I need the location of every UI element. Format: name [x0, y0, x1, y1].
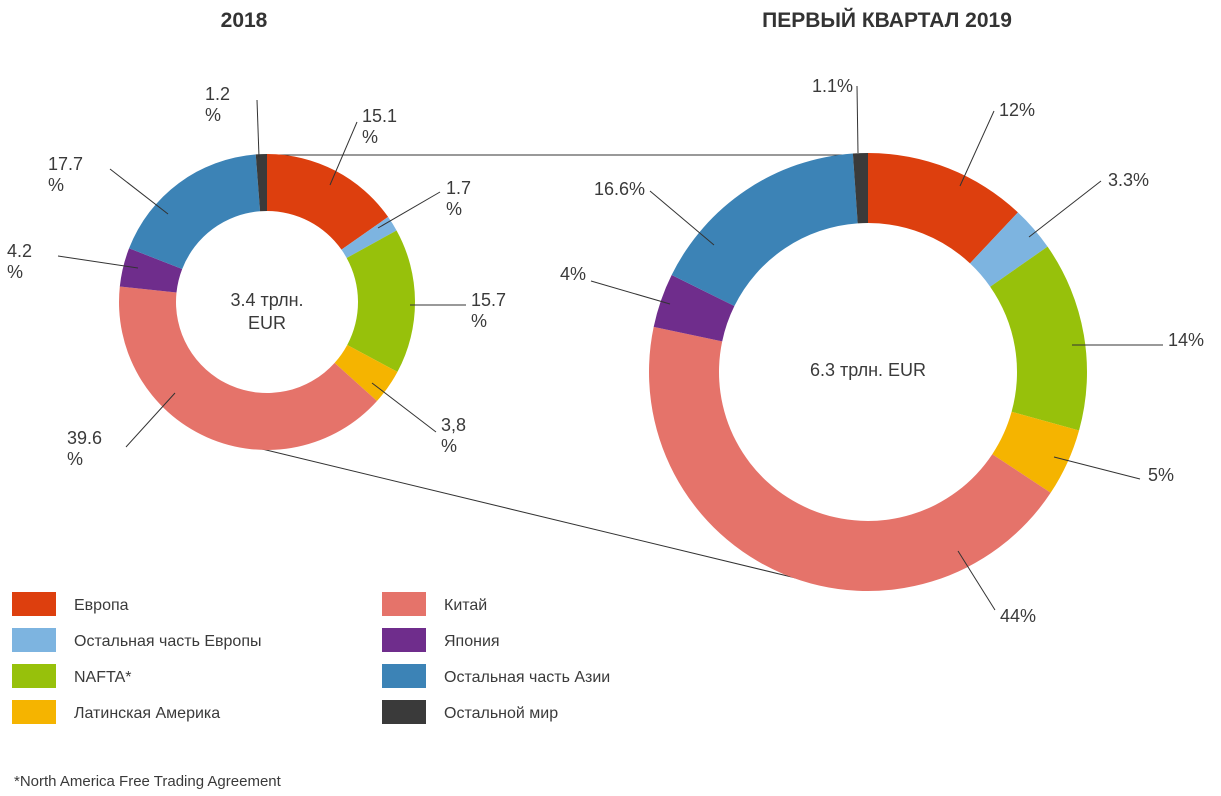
value-label-europe: 15.1%	[362, 106, 397, 147]
leader-line-europe	[959, 110, 995, 187]
legend: Европа Остальная часть Европы NAFTA* Латинс…	[12, 592, 610, 724]
value-label-rest-of-world: 1.1%	[812, 76, 853, 96]
legend-label: Остальной мир	[444, 705, 558, 722]
center-total-label: 3.4 трлн. EUR	[230, 290, 303, 333]
slice-latin-america	[992, 411, 1080, 493]
value-label-rest-of-asia: 17.7%	[48, 154, 83, 195]
slice-japan	[119, 248, 183, 293]
leader-line-latin-america	[1053, 456, 1141, 480]
legend-label: Япония	[444, 633, 500, 650]
slice-rest-of-europe	[969, 212, 1048, 287]
legend-label: Китай	[444, 597, 487, 614]
slice-china	[118, 286, 377, 451]
legend-swatch	[12, 628, 56, 652]
legend-item-nafta: NAFTA*	[12, 664, 131, 688]
value-label-rest-of-europe: 3.3%	[1108, 170, 1149, 190]
value-label-rest-of-world: 1.2%	[205, 84, 230, 125]
value-label-nafta: 15.7%	[471, 290, 506, 331]
slice-rest-of-world	[852, 153, 868, 224]
value-label-china: 39.6%	[67, 428, 102, 469]
leader-line-japan	[57, 255, 139, 269]
slice-latin-america	[334, 344, 398, 402]
leader-line-rest-of-world	[856, 85, 859, 154]
value-label-japan: 4%	[560, 264, 586, 284]
legend-label: Латинская Америка	[74, 705, 220, 722]
leader-line-rest-of-europe	[1028, 180, 1102, 238]
leader-line-rest-of-world	[256, 99, 260, 158]
donut-chart-2018: 15.1 % 1.7 % 15.7 % 3,8 % 39.6 % 4.2 % 17.7 % 1.2 % 3.4 …	[7, 84, 506, 469]
leader-line-rest-of-asia	[109, 168, 169, 215]
value-label-china: 44%	[1000, 606, 1036, 626]
slice-china	[648, 326, 1051, 592]
legend-item-europe: Европа	[12, 592, 129, 616]
value-label-latin-america: 5%	[1148, 465, 1174, 485]
leader-line-latin-america	[371, 382, 437, 433]
center-total-label: 6.3 трлн. EUR	[810, 360, 926, 380]
legend-item-rest-of-asia: Остальная часть Азии	[382, 664, 610, 688]
leader-line-china	[125, 392, 176, 448]
legend-swatch	[382, 664, 426, 688]
legend-swatch	[12, 592, 56, 616]
legend-swatch	[382, 700, 426, 724]
legend-swatch	[12, 664, 56, 688]
donut-chart-q1-2019: 12% 3.3% 14% 5% 44% 4% 16.6% 1.1% 6.3 трлн. EUR	[560, 76, 1204, 626]
legend-item-rest-of-world: Остальной мир	[382, 700, 558, 724]
leader-line-japan	[590, 280, 671, 305]
slice-rest-of-asia	[129, 154, 261, 269]
chart-title-q1-2019: ПЕРВЫЙ КВАРТАЛ 2019	[762, 8, 1012, 32]
connector-line-bottom	[261, 448, 801, 580]
slice-nafta	[990, 246, 1087, 431]
slice-rest-of-europe	[341, 216, 397, 259]
legend-swatch	[382, 628, 426, 652]
slice-europe	[267, 154, 389, 250]
legend-item-japan: Япония	[382, 628, 500, 652]
value-label-nafta: 14%	[1168, 330, 1204, 350]
value-label-rest-of-asia: 16.6%	[594, 179, 645, 199]
legend-item-rest-of-europe: Остальная часть Европы	[12, 628, 261, 652]
value-label-japan: 4.2%	[7, 241, 32, 282]
slice-europe	[868, 153, 1018, 264]
legend-swatch	[382, 592, 426, 616]
value-label-rest-of-europe: 1.7%	[446, 178, 471, 219]
footnote: *North America Free Trading Agreement	[14, 773, 282, 790]
leader-line-rest-of-asia	[649, 190, 715, 246]
legend-label: Европа	[74, 597, 129, 614]
legend-label: Остальная часть Азии	[444, 669, 610, 686]
slice-rest-of-world	[255, 154, 267, 212]
slice-nafta	[346, 230, 415, 372]
value-label-latin-america: 3,8%	[441, 415, 466, 456]
leader-line-rest-of-europe	[377, 191, 441, 229]
leader-line-china	[957, 550, 996, 611]
legend-label: Остальная часть Европы	[74, 633, 261, 650]
legend-swatch	[12, 700, 56, 724]
chart-title-2018: 2018	[221, 9, 268, 32]
legend-item-china: Китай	[382, 592, 487, 616]
value-label-europe: 12%	[999, 100, 1035, 120]
legend-label: NAFTA*	[74, 669, 131, 686]
slice-rest-of-asia	[671, 153, 858, 307]
slice-japan	[653, 275, 735, 342]
leader-line-europe	[329, 121, 358, 186]
legend-item-latin-america: Латинская Америка	[12, 700, 220, 724]
